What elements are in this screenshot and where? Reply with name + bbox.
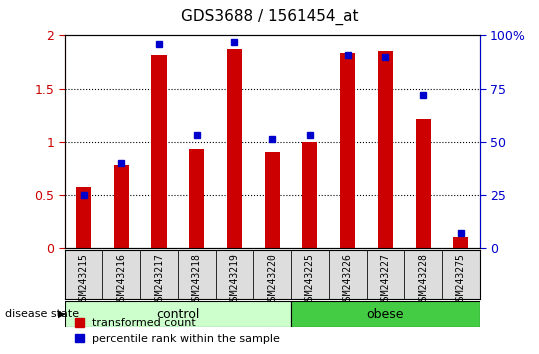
Text: ▶: ▶ (58, 309, 66, 319)
Text: GSM243219: GSM243219 (230, 253, 239, 307)
Bar (189, 149, 204, 248)
Text: GSM243228: GSM243228 (418, 253, 428, 307)
Bar (76, 187, 91, 248)
Text: GSM243275: GSM243275 (456, 253, 466, 307)
Text: GDS3688 / 1561454_at: GDS3688 / 1561454_at (181, 9, 358, 25)
Text: control: control (156, 308, 199, 321)
Bar (102, 250, 140, 299)
Bar (404, 250, 442, 299)
Text: GSM243220: GSM243220 (267, 253, 277, 307)
Text: GSM243227: GSM243227 (381, 253, 390, 307)
Text: disease state: disease state (5, 309, 80, 319)
Bar (178, 250, 216, 299)
Bar (340, 53, 355, 248)
Bar (378, 51, 393, 248)
Bar (216, 250, 253, 299)
Text: GSM243216: GSM243216 (116, 253, 126, 307)
Bar (65, 250, 102, 299)
Text: obese: obese (367, 308, 404, 321)
Bar (329, 250, 367, 299)
Text: GSM243225: GSM243225 (305, 253, 315, 307)
Text: GSM243217: GSM243217 (154, 253, 164, 307)
Bar (442, 250, 480, 299)
Legend: transformed count, percentile rank within the sample: transformed count, percentile rank withi… (70, 314, 285, 348)
Bar (140, 250, 178, 299)
Bar (227, 49, 242, 248)
Bar (453, 237, 468, 248)
Bar (151, 55, 167, 248)
Bar (291, 250, 329, 299)
Bar (367, 250, 404, 299)
Bar (65, 301, 291, 327)
Text: GSM243218: GSM243218 (192, 253, 202, 307)
Bar (291, 301, 480, 327)
Bar (265, 152, 280, 248)
Bar (302, 142, 317, 248)
Bar (253, 250, 291, 299)
Bar (114, 165, 129, 248)
Text: GSM243226: GSM243226 (343, 253, 353, 307)
Bar (416, 119, 431, 248)
Text: GSM243215: GSM243215 (79, 253, 88, 307)
